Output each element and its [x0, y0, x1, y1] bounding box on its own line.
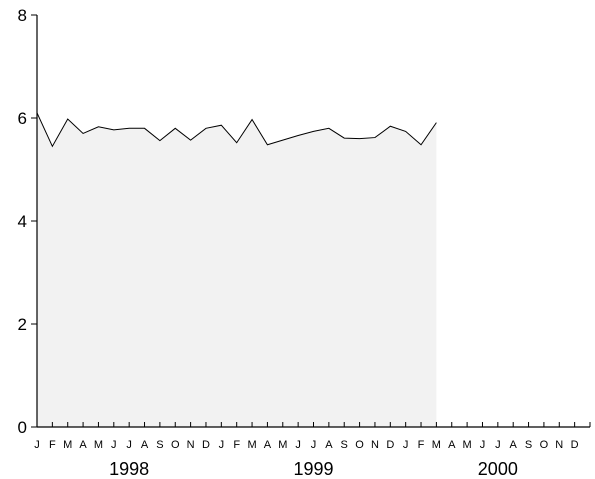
x-month-label: N — [187, 439, 195, 451]
x-month-label: M — [63, 439, 72, 451]
x-month-label: N — [555, 439, 563, 451]
x-month-label: O — [540, 439, 549, 451]
x-month-label: J — [403, 439, 409, 451]
y-tick-label: 4 — [18, 212, 27, 231]
x-month-label: J — [480, 439, 486, 451]
x-month-label: F — [418, 439, 425, 451]
x-month-label: A — [325, 439, 333, 451]
x-month-label: J — [219, 439, 225, 451]
x-month-label: J — [34, 439, 40, 451]
series-line-0 — [36, 112, 437, 148]
x-month-label: D — [202, 439, 210, 451]
x-month-label: M — [247, 439, 256, 451]
x-month-label: M — [463, 439, 472, 451]
x-year-label: 1998 — [109, 459, 149, 479]
y-tick-label: 6 — [18, 109, 27, 128]
x-month-label: A — [448, 439, 456, 451]
x-year-label: 1999 — [293, 459, 333, 479]
x-month-label: J — [311, 439, 317, 451]
x-month-label: J — [126, 439, 132, 451]
x-month-label: A — [79, 439, 87, 451]
x-month-label: S — [341, 439, 348, 451]
x-month-label: D — [386, 439, 394, 451]
x-month-label: J — [295, 439, 301, 451]
x-month-label: M — [278, 439, 287, 451]
x-month-label: N — [371, 439, 379, 451]
x-month-label: A — [141, 439, 149, 451]
y-tick-label: 8 — [18, 6, 27, 25]
plot-area — [36, 112, 437, 427]
x-month-label: J — [495, 439, 501, 451]
x-month-label: F — [49, 439, 56, 451]
x-month-label: F — [233, 439, 240, 451]
x-month-label: O — [171, 439, 180, 451]
series-area-0 — [37, 112, 437, 427]
x-month-label: A — [510, 439, 518, 451]
x-month-label: S — [525, 439, 532, 451]
x-month-label: M — [432, 439, 441, 451]
y-tick-label: 2 — [18, 315, 27, 334]
y-tick-label: 0 — [18, 418, 27, 437]
x-month-label: O — [355, 439, 364, 451]
x-month-label: S — [156, 439, 163, 451]
x-month-label: D — [571, 439, 579, 451]
x-month-label: J — [111, 439, 117, 451]
x-year-label: 2000 — [478, 459, 518, 479]
x-month-label: M — [94, 439, 103, 451]
x-month-label: A — [264, 439, 272, 451]
